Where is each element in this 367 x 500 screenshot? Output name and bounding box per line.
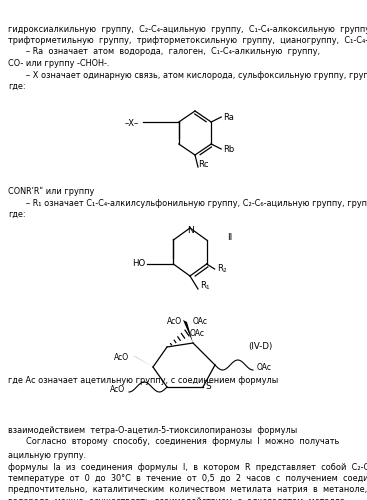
Text: (IV-D): (IV-D) bbox=[248, 342, 272, 351]
Text: OAc: OAc bbox=[257, 362, 272, 372]
Text: где:: где: bbox=[8, 82, 26, 91]
Text: R$_1$: R$_1$ bbox=[200, 280, 211, 292]
Text: CO- или группу -CHOH-.: CO- или группу -CHOH-. bbox=[8, 59, 109, 68]
Text: Ra: Ra bbox=[223, 112, 234, 122]
Text: II: II bbox=[228, 234, 233, 242]
Polygon shape bbox=[133, 355, 153, 367]
Text: взаимодействием  тетра-О-ацетил-5-тиоксилопиранозы  формулы: взаимодействием тетра-О-ацетил-5-тиоксил… bbox=[8, 426, 297, 434]
Text: N: N bbox=[187, 226, 193, 235]
Text: водорода  можно  осуществлять  взаимодействием  с  алкоголятом  металла,: водорода можно осуществлять взаимодейств… bbox=[8, 497, 348, 500]
Text: AcO: AcO bbox=[167, 317, 182, 326]
Text: CONRʹRʺ или группу: CONRʹRʺ или группу bbox=[8, 187, 94, 196]
Text: AcO: AcO bbox=[114, 353, 129, 362]
Text: S: S bbox=[205, 382, 211, 391]
Text: формулы  Ia  из  соединения  формулы  I,  в  котором  R  представляет  собой  C₂: формулы Ia из соединения формулы I, в ко… bbox=[8, 462, 367, 471]
Text: OAc: OAc bbox=[190, 330, 205, 338]
Text: Rb: Rb bbox=[223, 144, 235, 154]
Text: где Ас означает ацетильную группу, с соединением формулы: где Ас означает ацетильную группу, с сое… bbox=[8, 376, 278, 385]
Text: предпочтительно,  каталитическим  количеством  метилата  натрия  в  метаноле,  п: предпочтительно, каталитическим количест… bbox=[8, 486, 367, 494]
Text: OAc: OAc bbox=[193, 317, 208, 326]
Text: Согласно  второму  способу,  соединения  формулы  I  можно  получать: Согласно второму способу, соединения фор… bbox=[26, 437, 339, 446]
Text: – Ra  означает  атом  водорода,  галоген,  C₁-C₄-алкильную  группу,: – Ra означает атом водорода, галоген, C₁… bbox=[26, 48, 320, 56]
Text: – X означает одинарную связь, атом кислорода, сульфоксильную группу, группу -: – X означает одинарную связь, атом кисло… bbox=[26, 70, 367, 80]
Text: AcO: AcO bbox=[110, 384, 125, 394]
Text: –X–: –X– bbox=[124, 118, 139, 128]
Text: гидроксиалкильную  группу,  C₂-C₄-ацильную  группу,  C₁-C₄-алкоксильную  группу : гидроксиалкильную группу, C₂-C₄-ацильную… bbox=[8, 24, 367, 34]
Text: где:: где: bbox=[8, 210, 26, 219]
Text: HO: HO bbox=[132, 260, 145, 268]
Text: ацильную группу.: ацильную группу. bbox=[8, 451, 86, 460]
Text: температуре  от  0  до  30°C  в  течение  от  0,5  до  2  часов  с  получением  : температуре от 0 до 30°C в течение от 0,… bbox=[8, 474, 367, 483]
Text: трифторметильную  группу,  трифторметоксильную  группу,  цианогруппу,  C₁-C₄-: трифторметильную группу, трифторметоксил… bbox=[8, 36, 367, 45]
Polygon shape bbox=[183, 320, 193, 343]
Text: Rc: Rc bbox=[198, 160, 208, 169]
Text: R$_2$: R$_2$ bbox=[217, 263, 228, 275]
Text: – R₁ означает C₁-C₄-алкилсульфонильную группу, C₂-C₆-ацильную группу, группу: – R₁ означает C₁-C₄-алкилсульфонильную г… bbox=[26, 198, 367, 207]
